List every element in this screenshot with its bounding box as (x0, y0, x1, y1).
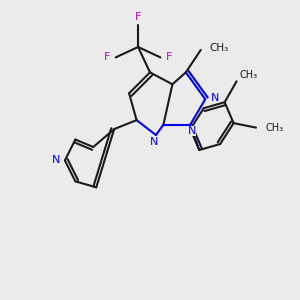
Text: N: N (211, 93, 219, 103)
Text: CH₃: CH₃ (240, 70, 258, 80)
Text: CH₃: CH₃ (210, 44, 229, 53)
Text: N: N (188, 126, 196, 136)
Text: N: N (52, 155, 61, 166)
Text: F: F (166, 52, 172, 62)
Text: CH₃: CH₃ (266, 123, 284, 133)
Text: F: F (104, 52, 110, 62)
Text: F: F (135, 12, 141, 22)
Text: N: N (150, 136, 159, 147)
